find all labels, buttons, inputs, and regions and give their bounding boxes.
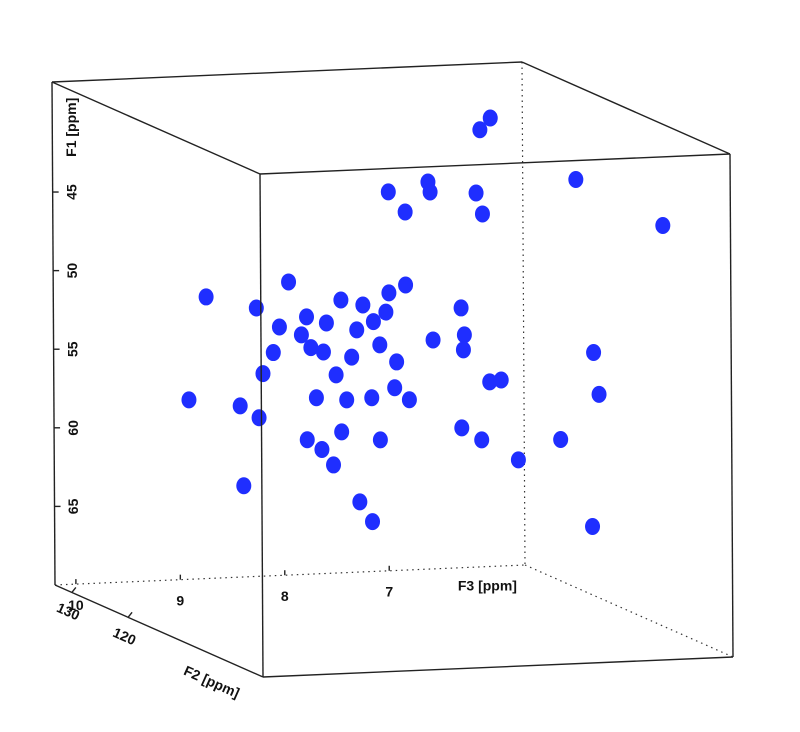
x-tick-label: 7 [385,583,393,599]
box-edge [729,153,734,658]
x-tick-label: 10 [68,597,84,613]
peak [482,109,498,127]
peak [349,321,365,339]
peak [482,373,498,391]
x-tick-label: 9 [176,592,184,608]
z-axis-label: F2 [ppm] [182,662,243,701]
box-edge [51,81,261,175]
peak [397,203,413,221]
peak [251,409,267,427]
peak [198,288,214,306]
box-edge [259,173,264,678]
peak [355,296,371,314]
y-tick-label: 50 [64,263,80,279]
hidden-edge [54,564,526,586]
peak [315,343,331,361]
peak [398,276,414,294]
peak [365,513,381,531]
peak [455,341,471,359]
peak [422,183,438,201]
peak [281,273,297,291]
peak [181,391,197,409]
peak [568,171,584,189]
peak [381,284,397,302]
box-edge [51,81,56,586]
peak [255,365,271,383]
z-tick-label: 120 [111,624,139,648]
peak [456,326,472,344]
peak [468,184,484,202]
box-edge [51,61,523,83]
peak [493,371,509,389]
peak [655,217,671,235]
peak [378,303,394,321]
peak [326,456,342,474]
y-tick-label: 55 [64,341,80,357]
peak [365,313,381,331]
tick-mark [71,587,77,593]
peak [454,419,470,437]
peak [318,314,334,332]
peak [585,517,601,535]
x-tick-label: 8 [281,588,289,604]
peak [474,431,490,449]
box-edge [521,61,731,155]
box-edge [259,153,731,175]
y-tick-label: 65 [65,498,81,514]
peak [303,339,319,357]
peak [352,493,368,511]
peak [299,308,315,326]
peak [364,389,380,407]
peak [553,430,569,448]
peak [401,391,417,409]
peak [510,451,526,469]
tick-mark [127,611,133,618]
peak [236,477,252,495]
peak [299,431,315,449]
peak [339,391,355,409]
y-axis-label: F1 [ppm] [63,98,79,157]
peak [334,423,350,441]
hidden-edge [524,564,734,658]
hidden-edge [521,61,526,566]
peak [248,299,264,317]
peak [474,205,490,223]
peak [372,431,388,449]
peak [293,326,309,344]
y-tick-label: 45 [63,184,79,200]
peak [387,379,403,397]
peak [389,353,405,371]
peak [586,344,602,362]
y-tick-label: 60 [65,420,81,436]
peak [380,183,396,201]
peak [232,397,248,415]
peak [328,366,344,384]
peak [425,331,441,349]
peak [453,299,469,317]
peak [372,336,388,354]
x-axis-label: F3 [ppm] [458,577,517,593]
peak [591,385,607,403]
box-edge [262,656,734,678]
peak [271,318,287,336]
peak [314,441,330,459]
peak [308,389,324,407]
peak [333,291,349,309]
peak [472,121,488,139]
peak [265,344,281,362]
box-edge [54,584,264,678]
peak [344,348,360,366]
